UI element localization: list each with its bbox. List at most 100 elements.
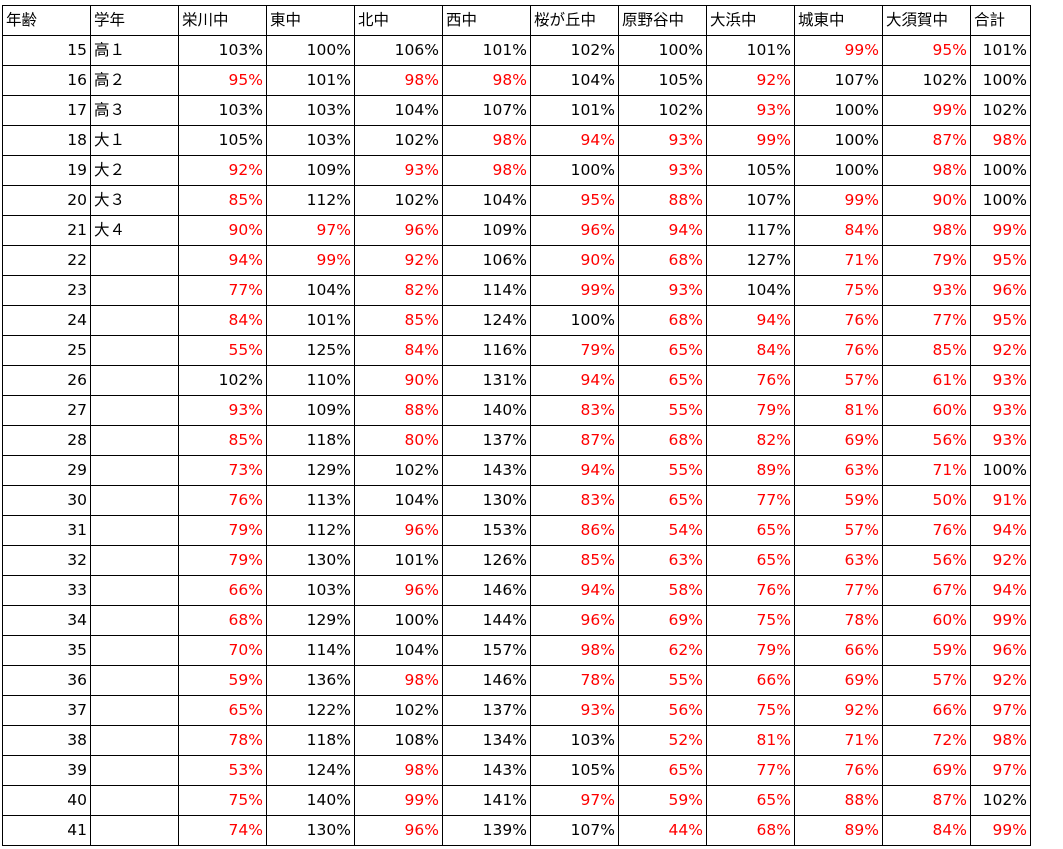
grade-cell[interactable]: [90, 485, 179, 516]
percent-cell[interactable]: 71%: [882, 455, 971, 486]
percent-cell[interactable]: 100%: [970, 185, 1031, 216]
grade-cell[interactable]: [90, 635, 179, 666]
percent-cell[interactable]: 87%: [530, 425, 619, 456]
percent-cell[interactable]: 102%: [970, 95, 1031, 126]
percent-cell[interactable]: 83%: [530, 485, 619, 516]
percent-cell[interactable]: 146%: [442, 575, 531, 606]
percent-cell[interactable]: 114%: [266, 635, 355, 666]
percent-cell[interactable]: 61%: [882, 365, 971, 396]
percent-cell[interactable]: 71%: [794, 725, 883, 756]
column-header[interactable]: 東中: [266, 5, 355, 36]
percent-cell[interactable]: 75%: [706, 605, 795, 636]
percent-cell[interactable]: 66%: [706, 665, 795, 696]
percent-cell[interactable]: 71%: [794, 245, 883, 276]
percent-cell[interactable]: 96%: [354, 815, 443, 846]
percent-cell[interactable]: 101%: [970, 35, 1031, 66]
percent-cell[interactable]: 77%: [706, 755, 795, 786]
percent-cell[interactable]: 100%: [794, 125, 883, 156]
percent-cell[interactable]: 75%: [794, 275, 883, 306]
percent-cell[interactable]: 72%: [882, 725, 971, 756]
percent-cell[interactable]: 109%: [266, 395, 355, 426]
percent-cell[interactable]: 92%: [970, 545, 1031, 576]
percent-cell[interactable]: 83%: [530, 395, 619, 426]
percent-cell[interactable]: 102%: [354, 185, 443, 216]
percent-cell[interactable]: 100%: [970, 155, 1031, 186]
percent-cell[interactable]: 99%: [706, 125, 795, 156]
percent-cell[interactable]: 104%: [266, 275, 355, 306]
column-header[interactable]: 学年: [90, 5, 179, 36]
percent-cell[interactable]: 89%: [706, 455, 795, 486]
percent-cell[interactable]: 90%: [178, 215, 267, 246]
percent-cell[interactable]: 93%: [970, 425, 1031, 456]
percent-cell[interactable]: 129%: [266, 455, 355, 486]
percent-cell[interactable]: 92%: [706, 65, 795, 96]
percent-cell[interactable]: 93%: [882, 275, 971, 306]
percent-cell[interactable]: 57%: [794, 365, 883, 396]
column-header[interactable]: 年齢: [2, 5, 91, 36]
percent-cell[interactable]: 66%: [178, 575, 267, 606]
age-cell[interactable]: 18: [2, 125, 91, 156]
percent-cell[interactable]: 73%: [178, 455, 267, 486]
percent-cell[interactable]: 76%: [706, 365, 795, 396]
grade-cell[interactable]: [90, 815, 179, 846]
percent-cell[interactable]: 79%: [882, 245, 971, 276]
percent-cell[interactable]: 92%: [794, 695, 883, 726]
percent-cell[interactable]: 96%: [530, 605, 619, 636]
grade-cell[interactable]: [90, 665, 179, 696]
percent-cell[interactable]: 70%: [178, 635, 267, 666]
percent-cell[interactable]: 97%: [266, 215, 355, 246]
percent-cell[interactable]: 102%: [882, 65, 971, 96]
grade-cell[interactable]: [90, 245, 179, 276]
percent-cell[interactable]: 113%: [266, 485, 355, 516]
percent-cell[interactable]: 137%: [442, 695, 531, 726]
percent-cell[interactable]: 63%: [794, 455, 883, 486]
percent-cell[interactable]: 65%: [618, 335, 707, 366]
grade-cell[interactable]: 高３: [90, 95, 179, 126]
percent-cell[interactable]: 99%: [882, 95, 971, 126]
percent-cell[interactable]: 65%: [706, 785, 795, 816]
percent-cell[interactable]: 93%: [618, 275, 707, 306]
grade-cell[interactable]: 大２: [90, 155, 179, 186]
column-header[interactable]: 北中: [354, 5, 443, 36]
percent-cell[interactable]: 92%: [970, 665, 1031, 696]
age-cell[interactable]: 24: [2, 305, 91, 336]
percent-cell[interactable]: 95%: [178, 65, 267, 96]
percent-cell[interactable]: 98%: [354, 65, 443, 96]
grade-cell[interactable]: 高２: [90, 65, 179, 96]
percent-cell[interactable]: 63%: [618, 545, 707, 576]
column-header[interactable]: 大浜中: [706, 5, 795, 36]
percent-cell[interactable]: 98%: [970, 725, 1031, 756]
percent-cell[interactable]: 95%: [530, 185, 619, 216]
percent-cell[interactable]: 99%: [794, 185, 883, 216]
percent-cell[interactable]: 69%: [618, 605, 707, 636]
percent-cell[interactable]: 103%: [530, 725, 619, 756]
percent-cell[interactable]: 104%: [530, 65, 619, 96]
percent-cell[interactable]: 99%: [354, 785, 443, 816]
percent-cell[interactable]: 60%: [882, 395, 971, 426]
grade-cell[interactable]: [90, 695, 179, 726]
percent-cell[interactable]: 107%: [706, 185, 795, 216]
percent-cell[interactable]: 94%: [530, 575, 619, 606]
percent-cell[interactable]: 157%: [442, 635, 531, 666]
percent-cell[interactable]: 100%: [970, 65, 1031, 96]
percent-cell[interactable]: 100%: [618, 35, 707, 66]
percent-cell[interactable]: 105%: [178, 125, 267, 156]
percent-cell[interactable]: 139%: [442, 815, 531, 846]
percent-cell[interactable]: 60%: [882, 605, 971, 636]
percent-cell[interactable]: 118%: [266, 425, 355, 456]
percent-cell[interactable]: 75%: [178, 785, 267, 816]
percent-cell[interactable]: 93%: [618, 125, 707, 156]
percent-cell[interactable]: 55%: [178, 335, 267, 366]
percent-cell[interactable]: 130%: [266, 815, 355, 846]
percent-cell[interactable]: 100%: [530, 155, 619, 186]
percent-cell[interactable]: 102%: [178, 365, 267, 396]
percent-cell[interactable]: 146%: [442, 665, 531, 696]
age-cell[interactable]: 38: [2, 725, 91, 756]
percent-cell[interactable]: 105%: [618, 65, 707, 96]
percent-cell[interactable]: 98%: [442, 65, 531, 96]
percent-cell[interactable]: 98%: [354, 755, 443, 786]
percent-cell[interactable]: 66%: [794, 635, 883, 666]
percent-cell[interactable]: 103%: [178, 95, 267, 126]
percent-cell[interactable]: 88%: [618, 185, 707, 216]
percent-cell[interactable]: 82%: [706, 425, 795, 456]
